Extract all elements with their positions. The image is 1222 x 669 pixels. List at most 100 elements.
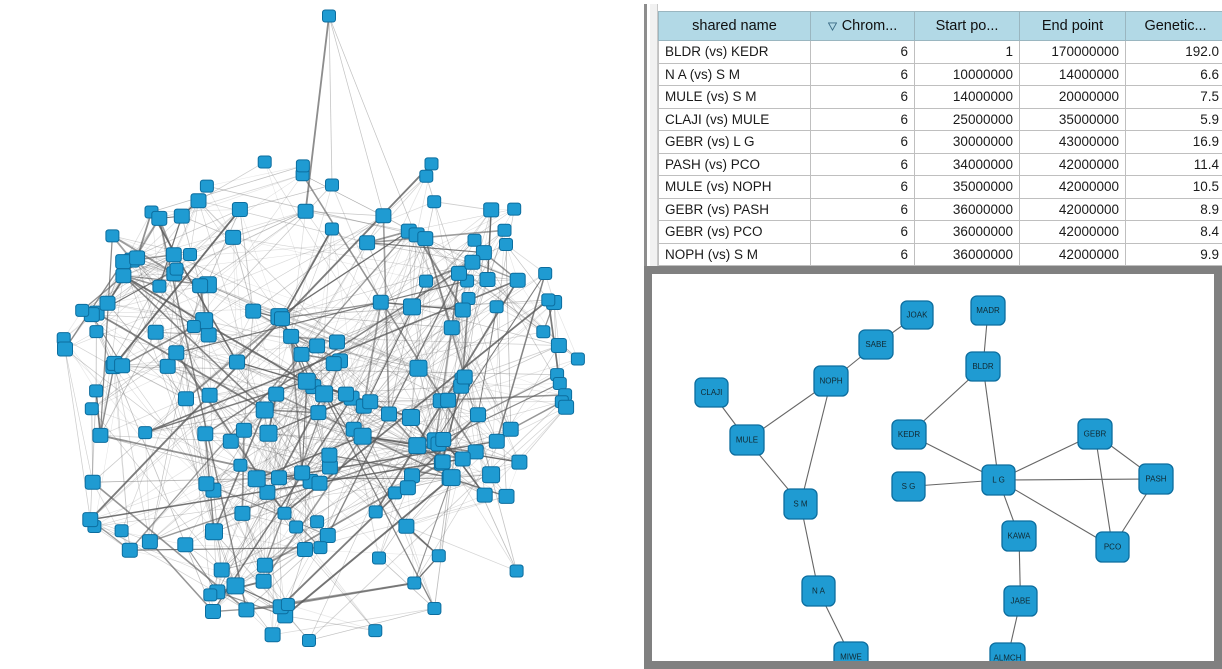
full-network-node[interactable] [381,406,397,422]
full-network-node[interactable] [407,576,422,590]
full-network-edge[interactable] [213,417,412,491]
table-cell-genetic[interactable]: 192.0 [1125,40,1222,64]
full-network-edge[interactable] [175,352,258,479]
full-network-edge[interactable] [328,15,384,216]
full-network-node[interactable] [121,542,138,558]
table-header-shared_name[interactable]: shared name [658,11,811,41]
table-cell-shared_name[interactable]: CLAJI (vs) MULE [658,107,811,131]
full-network-edge[interactable] [441,400,449,464]
table-cell-genetic[interactable]: 6.6 [1125,62,1222,86]
full-network-node[interactable] [295,159,310,173]
table-cell-chromosome[interactable]: 6 [810,220,915,244]
table-cell-shared_name[interactable]: BLDR (vs) KEDR [658,40,811,64]
subnetwork-node-pco[interactable]: PCO [1095,531,1130,563]
full-network-edge[interactable] [272,608,435,636]
full-network-edge[interactable] [353,429,380,559]
full-network-edge[interactable] [206,483,264,582]
full-network-edge[interactable] [121,325,195,367]
full-network-edge[interactable] [185,445,418,545]
full-network-node[interactable] [488,433,505,449]
full-network-edge[interactable] [267,492,321,549]
full-network-edge[interactable] [185,490,214,545]
full-network-edge[interactable] [91,408,94,483]
subnetwork-node-noph[interactable]: NOPH [813,365,849,397]
full-network-node[interactable] [419,169,434,183]
full-network-edge[interactable] [91,208,515,410]
full-network-node[interactable] [225,229,242,245]
full-network-edge[interactable] [210,549,306,596]
table-cell-chromosome[interactable]: 6 [810,130,915,154]
table-row[interactable]: BLDR (vs) KEDR 6 1 170000000 192.0 [658,40,1222,64]
full-network-edge[interactable] [210,513,243,596]
full-network-edge[interactable] [418,279,519,369]
table-cell-start_point[interactable]: 36000000 [914,197,1020,221]
full-network-edge[interactable] [176,352,238,363]
table-header-row[interactable]: shared name Chrom... Start po... End point G… [658,11,1222,41]
full-network-node[interactable] [159,358,176,374]
full-network-edge[interactable] [136,257,268,493]
full-network-node[interactable] [165,247,182,263]
full-network-edge[interactable] [243,229,505,431]
full-network-edge[interactable] [287,582,415,606]
full-network-edge[interactable] [64,218,160,350]
full-network-edge[interactable] [362,435,492,475]
full-network-edge[interactable] [221,435,363,571]
table-cell-chromosome[interactable]: 6 [810,62,915,86]
full-network-edge[interactable] [136,257,169,367]
full-network-edge[interactable] [283,299,549,514]
full-network-edge[interactable] [121,365,187,400]
subnetwork-node-claji[interactable]: CLAJI [694,377,729,408]
full-network-edge[interactable] [418,368,437,441]
full-network-edge[interactable] [149,443,439,543]
full-network-edge[interactable] [131,259,238,363]
full-network-node[interactable] [231,202,248,217]
full-network-edge[interactable] [100,398,187,436]
full-network-edge[interactable] [406,494,485,527]
full-network-node[interactable] [201,387,218,403]
full-network-node[interactable] [283,328,300,344]
full-network-node[interactable] [205,604,221,619]
table-row[interactable]: GEBR (vs) L G 6 30000000 43000000 16.9 [658,130,1222,154]
full-network-node[interactable] [178,391,194,407]
full-network-node[interactable] [467,233,482,247]
table-cell-shared_name[interactable]: MULE (vs) S M [658,85,811,109]
full-network-node[interactable] [427,602,442,615]
full-network-edge[interactable] [410,238,426,418]
full-network-edge[interactable] [149,376,465,542]
subnetwork-node-layer[interactable]: JOAK MADR SABE BLDR NOPH CLAJI GEBR KEDR MULE L G… [694,295,1174,661]
full-network-node[interactable] [302,634,316,647]
full-network-node[interactable] [325,356,342,372]
full-network-edge[interactable] [213,531,281,607]
table-cell-end_point[interactable]: 170000000 [1019,40,1126,64]
table-cell-end_point[interactable]: 42000000 [1019,197,1126,221]
full-network-node[interactable] [470,407,486,423]
subnetwork-node-l-g[interactable]: L G [981,464,1016,496]
table-cell-shared_name[interactable]: GEBR (vs) L G [658,130,811,154]
full-network-edge[interactable] [268,433,318,522]
full-network-node[interactable] [353,427,372,445]
full-network-edge[interactable] [159,286,195,327]
full-network-edge[interactable] [435,386,462,441]
full-network-edge[interactable] [149,541,214,613]
full-network-edge[interactable] [176,352,215,532]
full-network-edge[interactable] [553,302,579,360]
table-cell-shared_name[interactable]: GEBR (vs) PCO [658,220,811,244]
full-network-edge[interactable] [323,240,475,395]
full-network-edge[interactable] [329,466,408,488]
full-network-edge[interactable] [155,331,238,363]
full-network-edge[interactable] [313,242,368,387]
full-network-edge[interactable] [198,161,265,201]
full-network-edge[interactable] [129,547,321,551]
full-network-node[interactable] [483,202,500,218]
full-network-node[interactable] [322,9,336,23]
subnetwork-edge[interactable] [998,478,1157,481]
full-network-edge[interactable] [239,184,333,210]
full-network-edge[interactable] [474,240,566,396]
table-cell-shared_name[interactable]: N A (vs) S M [658,62,811,86]
full-network-edge[interactable] [367,229,505,244]
full-network-edge[interactable] [461,383,560,387]
full-network-node[interactable] [190,193,207,209]
full-network-node[interactable] [199,179,214,193]
full-network-edge[interactable] [221,209,492,571]
full-network-edge[interactable] [167,366,214,491]
